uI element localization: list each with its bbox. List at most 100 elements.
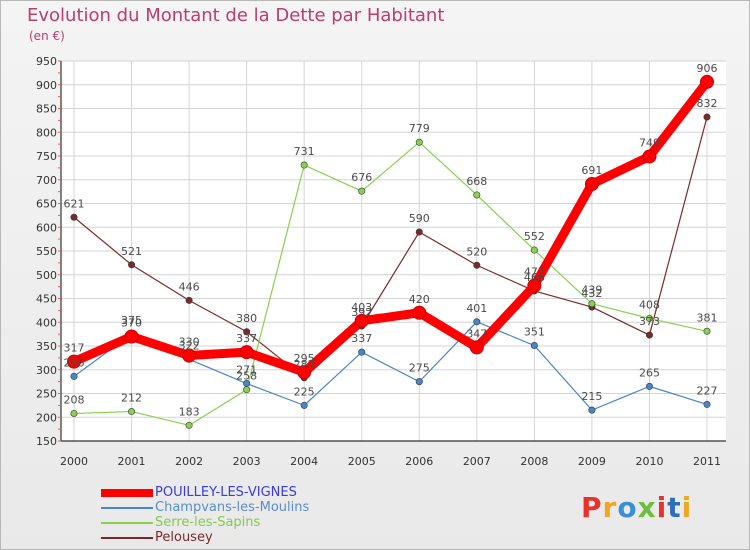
y-tick-label: 500 [36,269,57,282]
data-label: 432 [581,287,602,300]
y-tick-label: 250 [36,388,57,401]
data-point [588,406,596,414]
data-point [415,378,423,386]
logo-letter: t [667,491,682,524]
data-point [243,328,251,336]
data-point [527,278,542,293]
data-point [530,342,538,350]
data-point [415,228,423,236]
x-tick-label: 2004 [290,455,318,468]
data-point [358,348,366,356]
data-point [70,213,78,221]
data-label: 225 [294,385,315,398]
data-label: 295 [294,352,315,365]
series-line-3 [73,116,708,379]
y-tick-label: 700 [36,174,57,187]
y-tick-label: 400 [36,316,57,329]
data-point [473,191,481,199]
data-label: 337 [236,332,257,345]
data-point [469,340,484,355]
y-tick-label: 600 [36,221,57,234]
y-tick-label: 750 [36,150,57,163]
data-label: 283 [294,358,315,371]
data-point [358,187,366,195]
data-label: 322 [179,339,200,352]
data-point [703,327,711,335]
data-label: 477 [524,266,545,279]
data-point [642,149,657,164]
legend-label: Pelousey [155,530,213,545]
data-label: 446 [179,280,200,293]
data-label: 375 [121,314,142,327]
logo-letter: x [637,491,657,524]
data-point [297,365,312,380]
data-label: 215 [581,390,602,403]
legend-swatch [101,522,153,524]
data-label: 286 [64,356,85,369]
data-label: 183 [179,405,200,418]
y-tick-label: 200 [36,411,57,424]
x-tick-label: 2003 [233,455,261,468]
data-point [645,331,653,339]
logo-letter: i [656,491,668,524]
data-label: 271 [236,364,257,377]
data-label: 749 [639,136,660,149]
legend-swatch [101,507,153,509]
data-label: 691 [581,164,602,177]
data-point [70,409,78,417]
logo-letter: i [681,491,693,524]
x-tick-label: 2009 [578,455,606,468]
data-point [128,408,136,416]
data-point [300,401,308,409]
data-label: 351 [524,326,545,339]
x-tick-label: 2001 [118,455,146,468]
data-point [700,74,714,89]
data-label: 439 [581,284,602,297]
data-point [645,314,653,322]
logo-letter: o [617,491,638,524]
legend-swatch [101,537,153,539]
y-tick-label: 650 [36,198,57,211]
y-tick-label: 850 [36,103,57,116]
y-tick-label: 950 [36,55,57,68]
data-label: 779 [409,122,430,135]
data-label: 330 [179,336,200,349]
proxiti-logo: Proxiti [581,491,692,524]
data-label: 208 [64,393,85,406]
data-point [584,177,599,192]
x-tick-label: 2010 [635,455,663,468]
data-label: 380 [236,312,257,325]
data-point [354,313,369,328]
data-label: 906 [697,62,718,75]
data-point [412,305,427,320]
data-point [128,261,136,269]
data-point [185,421,193,429]
y-tick-label: 800 [36,126,57,139]
data-point [530,246,538,254]
y-tick-label: 150 [36,435,57,448]
chart-subtitle: (en €) [29,29,65,43]
data-label: 347 [466,327,487,340]
data-label: 258 [236,370,257,383]
data-label: 337 [351,332,372,345]
data-label: 521 [121,245,142,258]
data-label: 466 [524,271,545,284]
x-tick-label: 2005 [348,455,376,468]
legend-label: Champvans-les-Moulins [155,500,310,515]
data-point [703,400,711,408]
chart-title: Evolution du Montant de la Dette par Hab… [27,5,445,26]
x-tick-label: 2000 [60,455,88,468]
data-label: 668 [466,175,487,188]
data-point [645,382,653,390]
data-label: 520 [466,245,487,258]
data-label: 212 [121,392,142,405]
data-point [67,354,81,369]
data-label: 317 [64,342,85,355]
y-tick-label: 550 [36,245,57,258]
series-line-2 [73,141,708,426]
data-point [300,161,308,169]
series-line-0 [69,77,712,377]
data-label: 731 [294,145,315,158]
data-label: 370 [121,317,142,330]
data-label: 621 [64,197,85,210]
